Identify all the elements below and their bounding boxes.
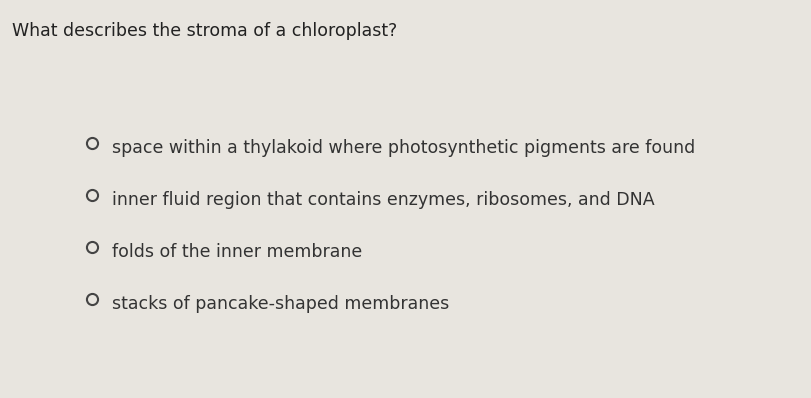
Text: inner fluid region that contains enzymes, ribosomes, and DNA: inner fluid region that contains enzymes… <box>112 191 654 209</box>
Text: folds of the inner membrane: folds of the inner membrane <box>112 243 363 261</box>
Text: space within a thylakoid where photosynthetic pigments are found: space within a thylakoid where photosynt… <box>112 139 695 157</box>
Text: What describes the stroma of a chloroplast?: What describes the stroma of a chloropla… <box>12 22 397 40</box>
Text: stacks of pancake-shaped membranes: stacks of pancake-shaped membranes <box>112 295 449 313</box>
